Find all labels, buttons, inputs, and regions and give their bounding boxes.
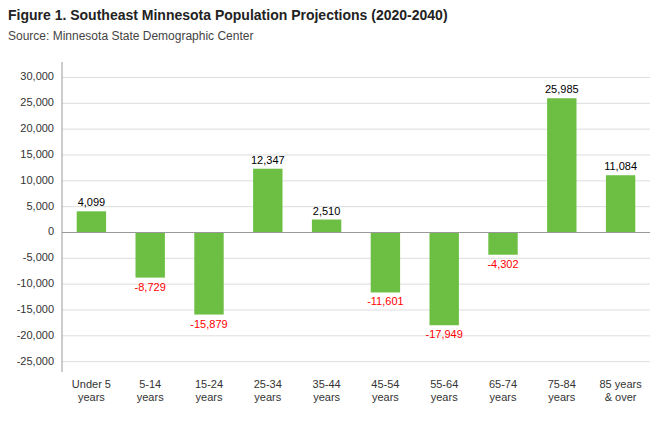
y-ticks: -25,000 -20,000 -15,000 -10,000 -5,000 0 5,000… — [17, 70, 54, 366]
chart: Figure 1. Southeast Minnesota Population… — [0, 0, 661, 425]
grid-line — [62, 335, 650, 336]
baseline — [62, 232, 650, 233]
x-tick-label: 15-24years — [195, 378, 223, 403]
y-tick-label: -20,000 — [17, 329, 54, 341]
y-tick-label: 30,000 — [20, 70, 54, 82]
title: Figure 1. Southeast Minnesota Population… — [8, 7, 448, 23]
y-tick-label: 10,000 — [20, 174, 54, 186]
data-label: 2,510 — [313, 205, 341, 217]
data-label: 25,985 — [545, 83, 579, 95]
bar — [371, 233, 400, 293]
grid — [62, 78, 650, 362]
data-label: 11,084 — [604, 160, 637, 172]
y-tick-label: -10,000 — [17, 277, 54, 289]
x-tick-label: 25-34years — [254, 378, 282, 403]
x-tick-label: Under 5years — [72, 378, 111, 403]
grid-line — [62, 310, 650, 311]
data-label: 4,099 — [78, 196, 106, 208]
bar — [547, 98, 576, 232]
y-tick-label: 20,000 — [20, 122, 54, 134]
bar — [136, 233, 165, 278]
bar — [606, 175, 635, 232]
bar — [77, 211, 106, 232]
zero-line — [62, 232, 650, 233]
x-tick-label: 45-54years — [371, 378, 399, 403]
grid-line — [62, 77, 650, 78]
bars — [77, 98, 636, 325]
x-tick-label: 75-84years — [548, 378, 576, 403]
grid-line — [62, 361, 650, 362]
data-label: -17,949 — [426, 328, 463, 340]
data-label: -4,302 — [487, 258, 518, 270]
y-axis-line — [62, 62, 63, 372]
x-tick-label: 35-44years — [313, 378, 341, 403]
data-label: -11,601 — [367, 295, 404, 307]
x-ticks: Under 5years 5-14years 15-24years 25-34year… — [72, 378, 642, 403]
bar — [488, 233, 517, 255]
x-tick-label: 5-14years — [137, 378, 164, 403]
x-tick-label: 55-64years — [430, 378, 458, 403]
data-label: -8,729 — [135, 281, 166, 293]
y-tick-label: 0 — [48, 225, 54, 237]
bar — [312, 220, 341, 233]
y-tick-label: 5,000 — [26, 200, 54, 212]
bar — [194, 233, 223, 315]
data-label: 12,347 — [251, 154, 285, 166]
data-labels: 4,099 -8,729 -15,879 12,347 2,510 -11,601 -17,… — [78, 83, 637, 340]
x-tick-label: 85 years& over — [599, 378, 642, 403]
subtitle: Source: Minnesota State Demographic Cent… — [8, 29, 253, 43]
y-tick-label: 25,000 — [20, 96, 54, 108]
bar — [253, 169, 282, 233]
y-tick-label: -25,000 — [17, 355, 54, 367]
y-tick-label: -15,000 — [17, 303, 54, 315]
bar — [430, 233, 459, 326]
x-tick-label: 65-74years — [489, 378, 517, 403]
data-label: -15,879 — [190, 318, 227, 330]
y-tick-label: 15,000 — [20, 148, 54, 160]
y-tick-label: -5,000 — [23, 251, 54, 263]
